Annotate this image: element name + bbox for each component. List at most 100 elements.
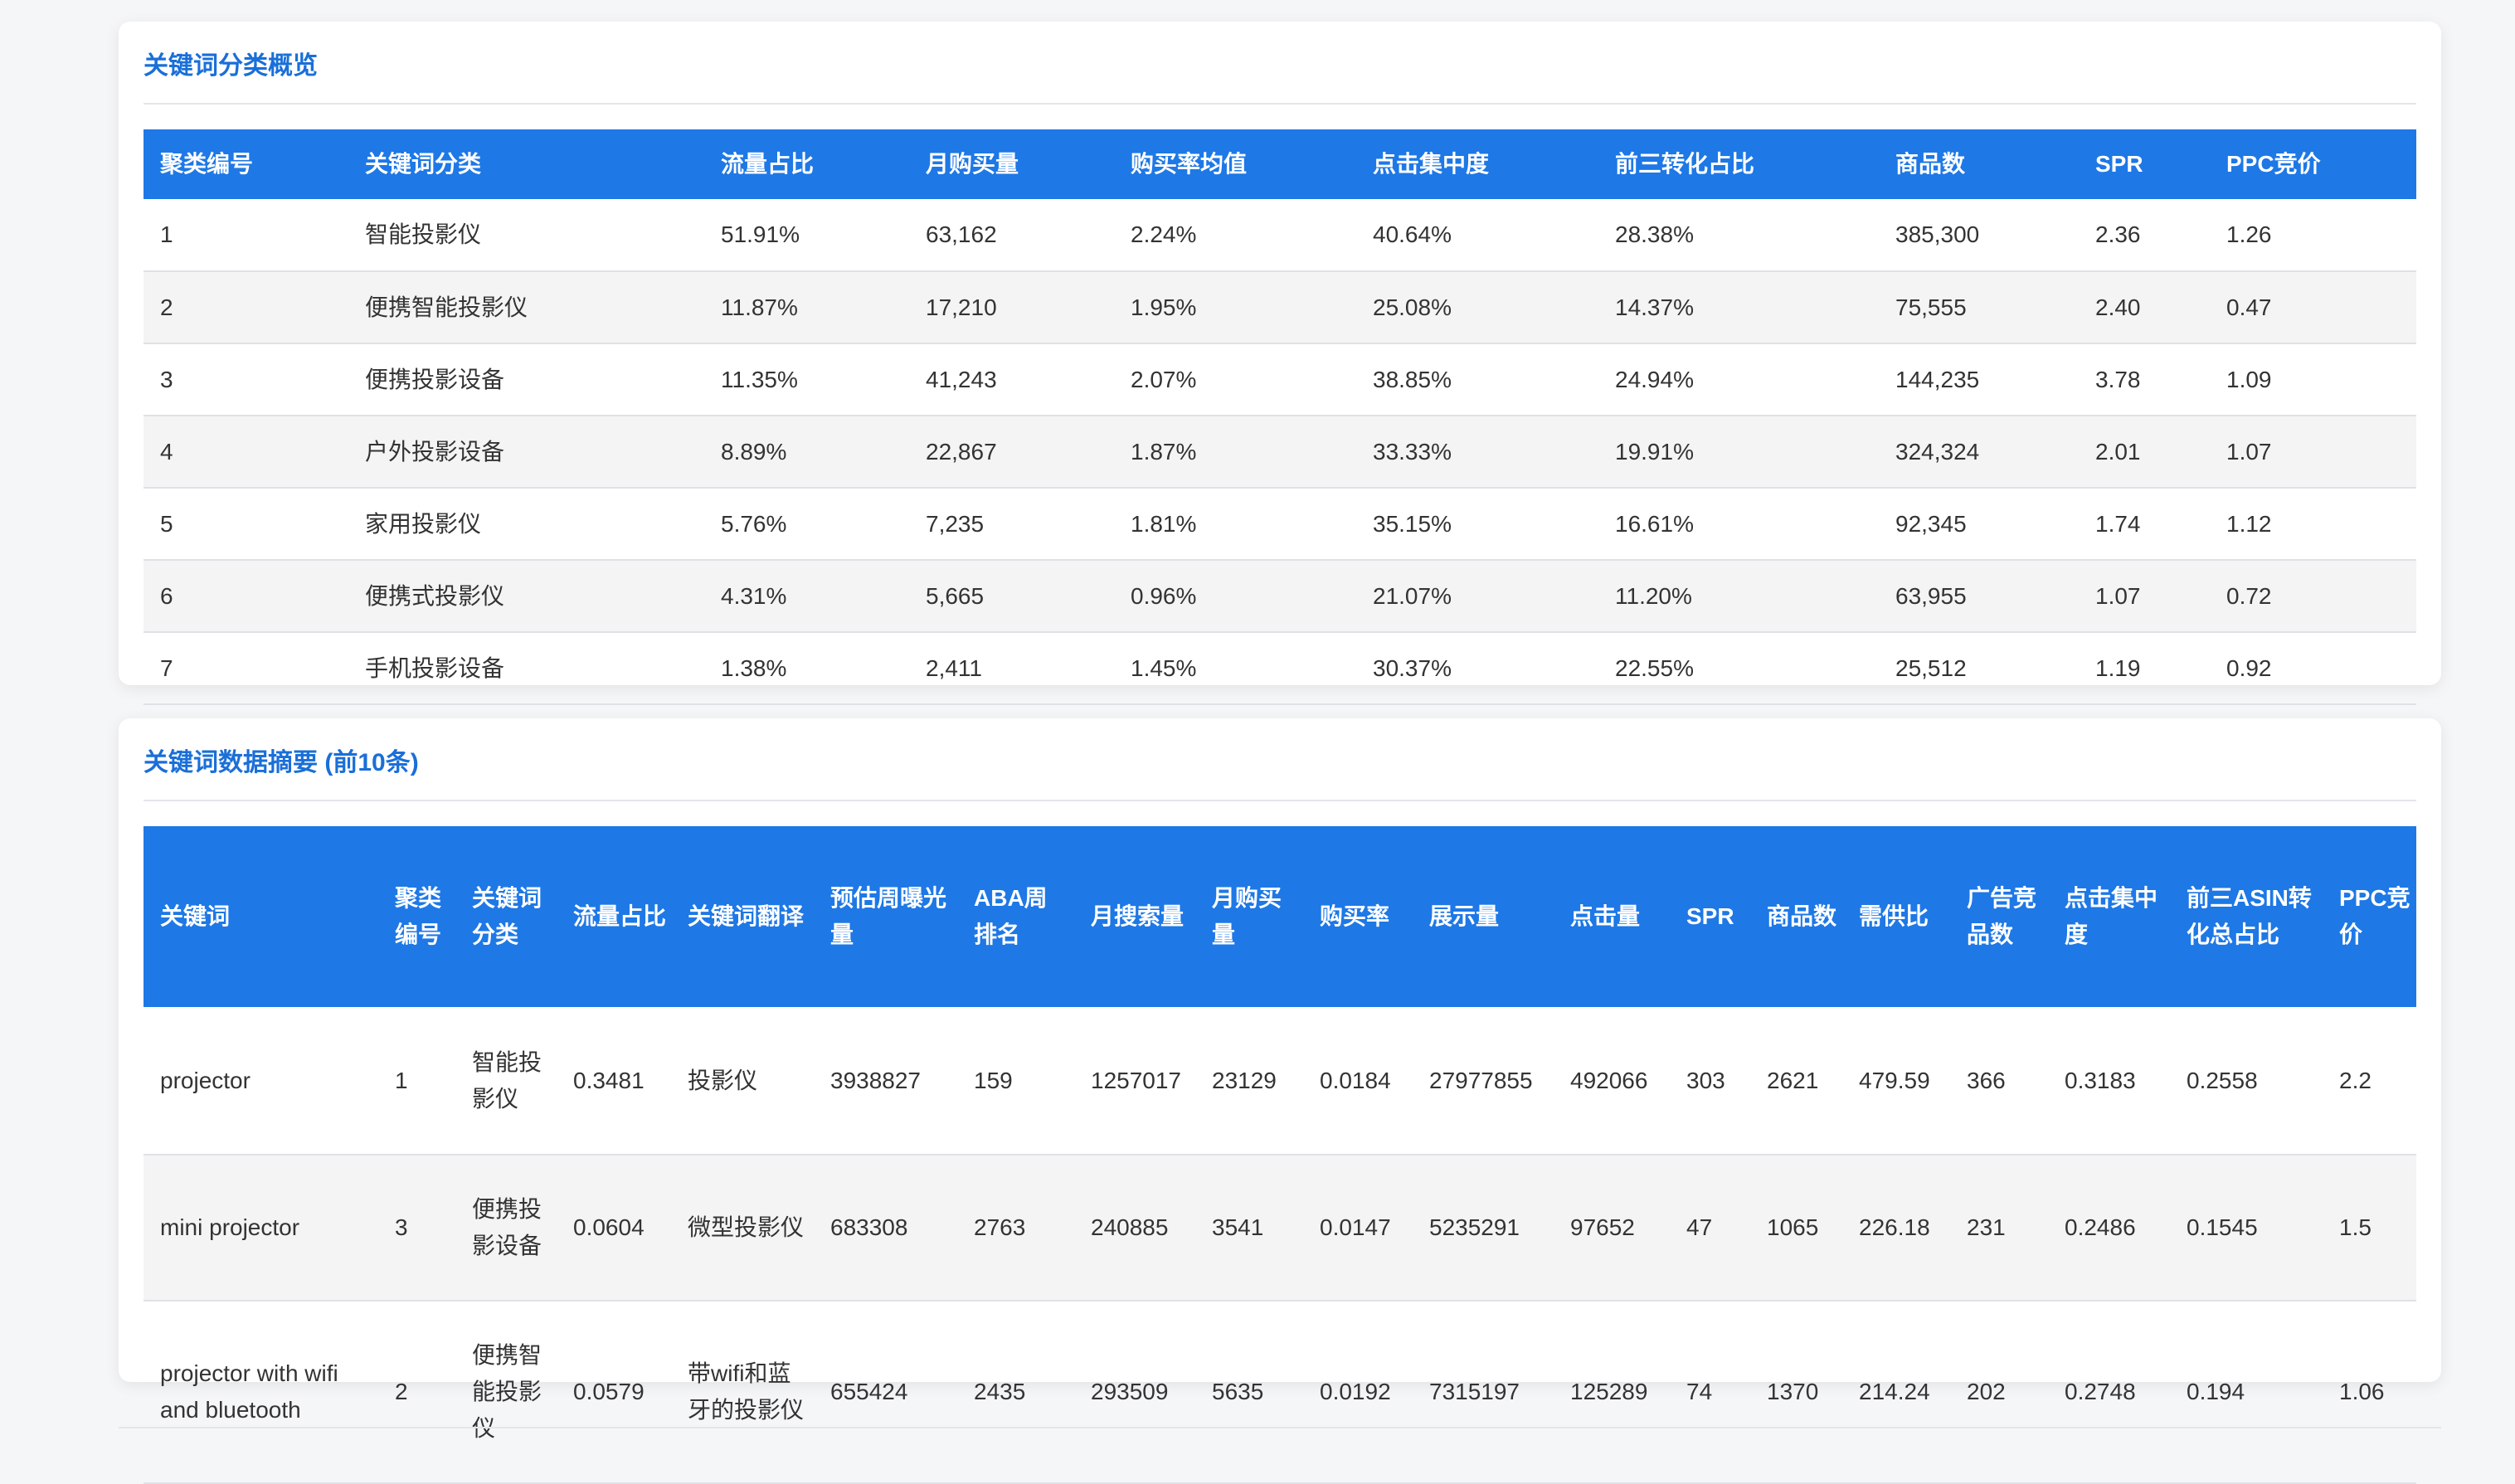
col-header[interactable]: 关键词分类 bbox=[348, 129, 704, 199]
table-cell: 5235291 bbox=[1413, 1155, 1554, 1302]
table-cell: 293509 bbox=[1074, 1301, 1195, 1484]
table-cell: 655424 bbox=[814, 1301, 957, 1484]
col-header[interactable]: SPR bbox=[2079, 129, 2210, 199]
table-cell: 2,411 bbox=[909, 632, 1114, 705]
col-header[interactable]: 需供比 bbox=[1842, 826, 1950, 1007]
table-cell: 231 bbox=[1950, 1155, 2048, 1302]
table-cell: 25.08% bbox=[1356, 271, 1598, 344]
col-header[interactable]: 展示量 bbox=[1413, 826, 1554, 1007]
category-overview-table: 聚类编号 关键词分类 流量占比 月购买量 购买率均值 点击集中度 前三转化占比 … bbox=[144, 129, 2416, 705]
table-row[interactable]: 6 便携式投影仪 4.31% 5,665 0.96% 21.07% 11.20% 63,955… bbox=[144, 560, 2416, 633]
table-cell: 家用投影仪 bbox=[348, 488, 704, 561]
table-cell: 5635 bbox=[1195, 1301, 1303, 1484]
table-cell: 3938827 bbox=[814, 1007, 957, 1156]
table-cell: 33.33% bbox=[1356, 416, 1598, 489]
table-cell: 14.37% bbox=[1598, 271, 1879, 344]
table-cell: 0.0604 bbox=[557, 1155, 671, 1302]
table-cell: 11.20% bbox=[1598, 560, 1879, 633]
table-cell: 74 bbox=[1670, 1301, 1750, 1484]
table-cell: 16.61% bbox=[1598, 488, 1879, 561]
table-cell: 1.26 bbox=[2210, 199, 2416, 272]
col-header[interactable]: 流量占比 bbox=[704, 129, 909, 199]
table-cell: 4 bbox=[144, 416, 348, 489]
col-header[interactable]: 关键词翻译 bbox=[671, 826, 814, 1007]
col-header[interactable]: 流量占比 bbox=[557, 826, 671, 1007]
table-cell: 385,300 bbox=[1879, 199, 2079, 272]
col-header[interactable]: 月购买量 bbox=[1195, 826, 1303, 1007]
table-cell: 683308 bbox=[814, 1155, 957, 1302]
col-header[interactable]: SPR bbox=[1670, 826, 1750, 1007]
col-header[interactable]: 月购买量 bbox=[909, 129, 1114, 199]
col-header[interactable]: 月搜索量 bbox=[1074, 826, 1195, 1007]
col-header[interactable]: 关键词 bbox=[144, 826, 378, 1007]
col-header[interactable]: 预估周曝光量 bbox=[814, 826, 957, 1007]
table-cell: 28.38% bbox=[1598, 199, 1879, 272]
table-cell: 21.07% bbox=[1356, 560, 1598, 633]
col-header[interactable]: 购买率均值 bbox=[1114, 129, 1356, 199]
table-cell: 0.47 bbox=[2210, 271, 2416, 344]
category-overview-card: 关键词分类概览 聚类编号 关键词分类 流量占比 月购买量 购买率均值 点击集中度… bbox=[119, 22, 2441, 705]
table-cell: 1.09 bbox=[2210, 343, 2416, 416]
table-cell: 324,324 bbox=[1879, 416, 2079, 489]
table-cell: 0.72 bbox=[2210, 560, 2416, 633]
table-cell: 1.45% bbox=[1114, 632, 1356, 705]
table-row[interactable]: projector 1 智能投影仪 0.3481 投影仪 3938827 159 125701… bbox=[144, 1007, 2416, 1156]
table-cell: 22.55% bbox=[1598, 632, 1879, 705]
table-cell: 19.91% bbox=[1598, 416, 1879, 489]
col-header[interactable]: 前三ASIN转化总占比 bbox=[2170, 826, 2323, 1007]
table-cell: 7,235 bbox=[909, 488, 1114, 561]
col-header[interactable]: 广告竞品数 bbox=[1950, 826, 2048, 1007]
table-cell: 1.07 bbox=[2210, 416, 2416, 489]
table-cell: 492066 bbox=[1554, 1007, 1670, 1156]
table-cell: 366 bbox=[1950, 1007, 2048, 1156]
table-cell: 投影仪 bbox=[671, 1007, 814, 1156]
table-cell: 1065 bbox=[1750, 1155, 1842, 1302]
table-row[interactable]: 5 家用投影仪 5.76% 7,235 1.81% 35.15% 16.61% 92,345 1… bbox=[144, 488, 2416, 561]
table-row[interactable]: projector with wifi and bluetooth 2 便携智能投影… bbox=[144, 1301, 2416, 1484]
table-row[interactable]: 7 手机投影设备 1.38% 2,411 1.45% 30.37% 22.55% 25,512… bbox=[144, 632, 2416, 705]
table-cell: 0.2486 bbox=[2048, 1155, 2170, 1302]
table-row[interactable]: mini projector 3 便携投影设备 0.0604 微型投影仪 683308 27… bbox=[144, 1155, 2416, 1302]
table-cell: 便携智能投影仪 bbox=[455, 1301, 557, 1484]
col-header[interactable]: PPC竞价 bbox=[2323, 826, 2416, 1007]
col-header[interactable]: 购买率 bbox=[1303, 826, 1413, 1007]
table-cell: 5,665 bbox=[909, 560, 1114, 633]
table-cell: 0.194 bbox=[2170, 1301, 2323, 1484]
table-cell: 75,555 bbox=[1879, 271, 2079, 344]
table-cell: 40.64% bbox=[1356, 199, 1598, 272]
col-header[interactable]: PPC竞价 bbox=[2210, 129, 2416, 199]
table-cell: 1.06 bbox=[2323, 1301, 2416, 1484]
table-row[interactable]: 2 便携智能投影仪 11.87% 17,210 1.95% 25.08% 14.37% 75,… bbox=[144, 271, 2416, 344]
table-cell: 微型投影仪 bbox=[671, 1155, 814, 1302]
table-cell: 1.87% bbox=[1114, 416, 1356, 489]
table-header-row: 关键词 聚类编号 关键词分类 流量占比 关键词翻译 预估周曝光量 ABA周排名 … bbox=[144, 826, 2416, 1007]
table-cell: 47 bbox=[1670, 1155, 1750, 1302]
table-cell: 8.89% bbox=[704, 416, 909, 489]
table-cell: 便携投影设备 bbox=[455, 1155, 557, 1302]
table-cell: 38.85% bbox=[1356, 343, 1598, 416]
table-cell: 1.19 bbox=[2079, 632, 2210, 705]
col-header[interactable]: 前三转化占比 bbox=[1598, 129, 1879, 199]
table-cell: projector with wifi and bluetooth bbox=[144, 1301, 378, 1484]
table-row[interactable]: 4 户外投影设备 8.89% 22,867 1.87% 33.33% 19.91% 324,3… bbox=[144, 416, 2416, 489]
col-header[interactable]: 点击量 bbox=[1554, 826, 1670, 1007]
col-header[interactable]: 聚类编号 bbox=[378, 826, 455, 1007]
table-row[interactable]: 1 智能投影仪 51.91% 63,162 2.24% 40.64% 28.38% 385,3… bbox=[144, 199, 2416, 272]
keyword-summary-title: 关键词数据摘要 (前10条) bbox=[144, 749, 419, 776]
col-header[interactable]: 点击集中度 bbox=[2048, 826, 2170, 1007]
col-header[interactable]: 关键词分类 bbox=[455, 826, 557, 1007]
table-cell: 23129 bbox=[1195, 1007, 1303, 1156]
table-cell: 1257017 bbox=[1074, 1007, 1195, 1156]
col-header[interactable]: 聚类编号 bbox=[144, 129, 348, 199]
table-row[interactable]: 3 便携投影设备 11.35% 41,243 2.07% 38.85% 24.94% 144,… bbox=[144, 343, 2416, 416]
table-cell: mini projector bbox=[144, 1155, 378, 1302]
col-header[interactable]: ABA周排名 bbox=[957, 826, 1074, 1007]
col-header[interactable]: 商品数 bbox=[1750, 826, 1842, 1007]
table-cell: 97652 bbox=[1554, 1155, 1670, 1302]
table-cell: 1.5 bbox=[2323, 1155, 2416, 1302]
table-header-row: 聚类编号 关键词分类 流量占比 月购买量 购买率均值 点击集中度 前三转化占比 … bbox=[144, 129, 2416, 199]
table-cell: 202 bbox=[1950, 1301, 2048, 1484]
col-header[interactable]: 商品数 bbox=[1879, 129, 2079, 199]
table-cell: 51.91% bbox=[704, 199, 909, 272]
col-header[interactable]: 点击集中度 bbox=[1356, 129, 1598, 199]
